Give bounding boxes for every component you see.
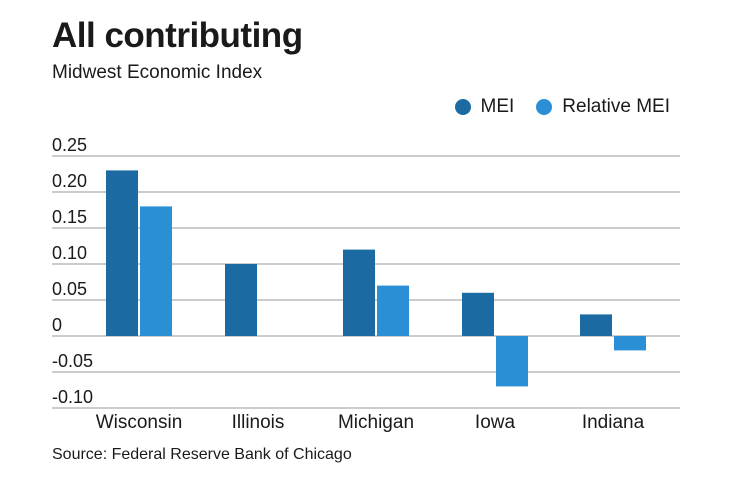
chart-subtitle: Midwest Economic Index	[52, 62, 263, 83]
y-tick-label: -0.05	[52, 351, 93, 371]
x-tick-label: Indiana	[582, 412, 645, 433]
source-note: Source: Federal Reserve Bank of Chicago	[52, 446, 352, 463]
bar-mei-michigan	[343, 249, 375, 336]
legend-label-relative-mei: Relative MEI	[562, 96, 670, 117]
bar-mei-indiana	[580, 314, 612, 336]
legend-item-mei: MEI	[454, 96, 515, 118]
y-tick-label: 0.10	[52, 243, 87, 263]
bar-mei-iowa	[462, 292, 494, 336]
legend-label-mei: MEI	[480, 96, 515, 117]
x-tick-label: Iowa	[475, 412, 516, 433]
chart-title: All contributing	[52, 16, 303, 55]
x-tick-label: Michigan	[338, 412, 414, 433]
y-tick-label: -0.10	[52, 387, 93, 407]
y-tick-label: 0.20	[52, 171, 87, 191]
legend-marker-relative-mei	[536, 99, 553, 115]
chart-legend: MEI Relative MEI	[433, 96, 670, 118]
x-tick-label: Wisconsin	[96, 412, 183, 433]
bar-mei-illinois	[225, 264, 257, 336]
bar-relative-mei-indiana	[614, 336, 646, 351]
y-tick-label: 0.15	[52, 207, 87, 227]
legend-item-relative-mei: Relative MEI	[536, 96, 670, 118]
bar-relative-mei-michigan	[377, 285, 409, 336]
y-tick-label: 0	[52, 315, 62, 335]
y-tick-label: 0.25	[52, 135, 87, 155]
bar-mei-wisconsin	[106, 170, 138, 336]
bar-relative-mei-wisconsin	[140, 206, 172, 336]
y-tick-label: 0.05	[52, 279, 87, 299]
bar-relative-mei-iowa	[496, 336, 528, 387]
legend-marker-mei	[454, 99, 471, 115]
x-tick-label: Illinois	[232, 412, 285, 433]
